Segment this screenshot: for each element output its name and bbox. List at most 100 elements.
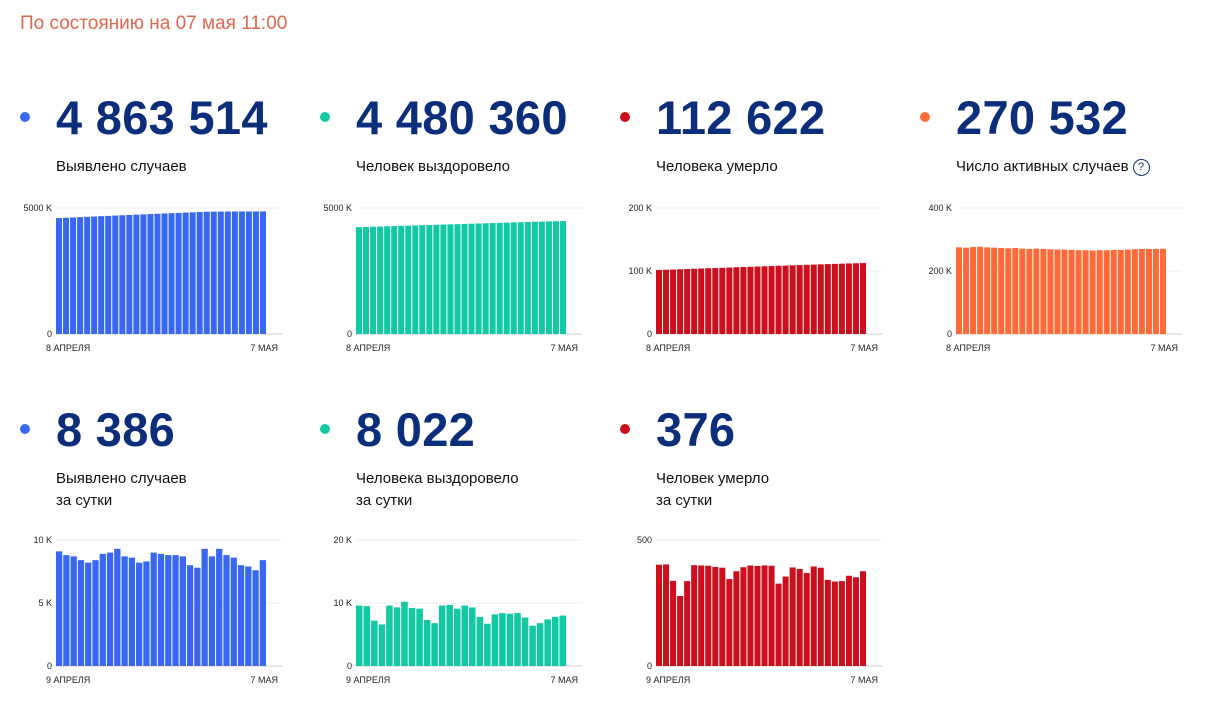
bar[interactable] xyxy=(189,212,196,334)
bar[interactable] xyxy=(991,247,998,334)
bar[interactable] xyxy=(378,624,386,666)
bar[interactable] xyxy=(423,620,431,666)
bar[interactable] xyxy=(224,211,231,334)
bar[interactable] xyxy=(1012,248,1019,334)
bar[interactable] xyxy=(670,269,677,334)
bar[interactable] xyxy=(77,217,84,334)
bar[interactable] xyxy=(817,567,824,666)
bar[interactable] xyxy=(970,247,977,334)
bar[interactable] xyxy=(754,565,761,666)
bar[interactable] xyxy=(796,265,803,334)
bar[interactable] xyxy=(356,227,363,334)
bar[interactable] xyxy=(712,566,719,666)
bar[interactable] xyxy=(705,268,712,334)
bar[interactable] xyxy=(544,619,551,666)
bar[interactable] xyxy=(491,614,499,666)
bar[interactable] xyxy=(440,224,447,334)
bar[interactable] xyxy=(384,226,391,334)
bar[interactable] xyxy=(433,224,440,334)
bar[interactable] xyxy=(203,211,210,334)
bar[interactable] xyxy=(461,605,469,666)
bar[interactable] xyxy=(196,212,203,334)
bar[interactable] xyxy=(426,224,433,334)
bar[interactable] xyxy=(698,565,705,666)
bar[interactable] xyxy=(469,607,476,666)
bar[interactable] xyxy=(775,583,782,666)
bar[interactable] xyxy=(363,226,370,334)
bar[interactable] xyxy=(147,214,154,334)
bar[interactable] xyxy=(363,606,371,666)
bar[interactable] xyxy=(536,623,544,666)
bar[interactable] xyxy=(161,213,168,334)
bar[interactable] xyxy=(356,605,363,666)
bar[interactable] xyxy=(56,218,63,334)
bar[interactable] xyxy=(1075,250,1082,334)
bar[interactable] xyxy=(210,211,217,334)
bar[interactable] xyxy=(1152,248,1159,334)
bar[interactable] xyxy=(538,221,545,334)
bar[interactable] xyxy=(182,212,189,334)
bar[interactable] xyxy=(237,565,245,666)
bar[interactable] xyxy=(412,225,419,334)
bar[interactable] xyxy=(496,222,503,334)
bar[interactable] xyxy=(684,268,691,334)
bar[interactable] xyxy=(817,264,824,334)
bar[interactable] xyxy=(956,247,963,334)
bar[interactable] xyxy=(852,263,859,334)
bar[interactable] xyxy=(1026,248,1033,334)
bar[interactable] xyxy=(230,557,237,666)
bar[interactable] xyxy=(963,247,970,334)
bar[interactable] xyxy=(56,551,63,666)
bar[interactable] xyxy=(121,556,128,666)
bar[interactable] xyxy=(119,215,126,334)
bar[interactable] xyxy=(810,566,817,666)
bar[interactable] xyxy=(105,215,112,334)
bar[interactable] xyxy=(733,267,740,334)
bar[interactable] xyxy=(194,567,201,666)
bar[interactable] xyxy=(789,567,796,666)
bar[interactable] xyxy=(63,555,70,666)
bar[interactable] xyxy=(521,617,529,666)
bar[interactable] xyxy=(91,216,98,334)
bar[interactable] xyxy=(747,565,754,666)
bar[interactable] xyxy=(179,556,186,666)
bar[interactable] xyxy=(245,566,252,666)
bar[interactable] xyxy=(106,552,114,666)
help-icon[interactable]: ? xyxy=(1132,159,1150,176)
bar[interactable] xyxy=(484,623,491,666)
bar[interactable] xyxy=(70,217,77,334)
bar[interactable] xyxy=(1068,249,1075,334)
bar[interactable] xyxy=(165,555,172,666)
bar[interactable] xyxy=(114,548,121,666)
bar[interactable] xyxy=(143,561,150,666)
bar[interactable] xyxy=(733,571,740,666)
bar[interactable] xyxy=(719,267,726,334)
bar[interactable] xyxy=(831,581,838,666)
bar[interactable] xyxy=(405,225,412,334)
bar[interactable] xyxy=(761,565,768,666)
bar[interactable] xyxy=(1061,249,1068,334)
bar[interactable] xyxy=(1054,249,1061,334)
bar[interactable] xyxy=(684,581,691,666)
bar[interactable] xyxy=(559,221,566,334)
bar[interactable] xyxy=(201,548,208,666)
bar[interactable] xyxy=(545,221,552,334)
bar[interactable] xyxy=(845,263,852,334)
bar[interactable] xyxy=(419,225,426,334)
bar[interactable] xyxy=(259,560,266,666)
bar[interactable] xyxy=(98,216,105,334)
bar[interactable] xyxy=(1145,248,1152,334)
bar[interactable] xyxy=(438,605,446,666)
bar[interactable] xyxy=(1131,249,1138,334)
bar[interactable] xyxy=(1040,248,1047,334)
bar[interactable] xyxy=(154,213,161,334)
bar[interactable] xyxy=(252,211,259,334)
bar[interactable] xyxy=(761,266,768,334)
bar[interactable] xyxy=(838,581,845,666)
bar[interactable] xyxy=(663,269,670,334)
bar[interactable] xyxy=(63,217,70,334)
bar[interactable] xyxy=(747,266,754,334)
bar[interactable] xyxy=(1096,250,1103,334)
bar[interactable] xyxy=(796,568,803,666)
bar[interactable] xyxy=(656,564,663,666)
